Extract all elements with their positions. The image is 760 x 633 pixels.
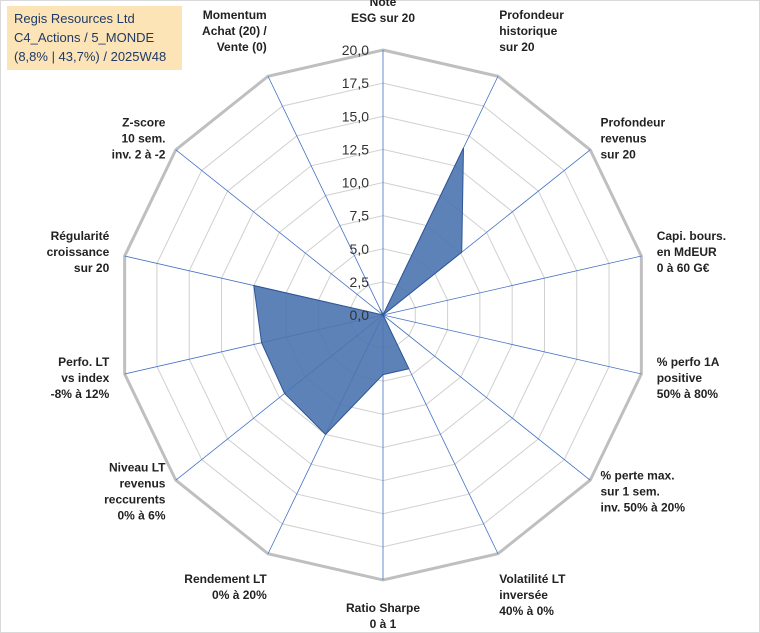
axis-spoke bbox=[382, 255, 642, 316]
axis-label: Capi. bours. en MdEUR 0 à 60 G€ bbox=[657, 229, 726, 275]
axis-label: % perte max. sur 1 sem. inv. 50% à 20% bbox=[601, 468, 686, 514]
axis-label: Profondeur revenus sur 20 bbox=[601, 116, 666, 162]
portfolio-path: C4_Actions / 5_MONDE bbox=[14, 30, 155, 45]
tick-label: 7,5 bbox=[350, 208, 370, 224]
axis-label: Régularité croissance sur 20 bbox=[47, 229, 110, 275]
axis-label: Note ESG sur 20 bbox=[351, 0, 415, 25]
axis-spoke bbox=[382, 314, 591, 481]
tick-label: 15,0 bbox=[342, 108, 369, 124]
tick-label: 0,0 bbox=[350, 307, 370, 323]
tick-label: 12,5 bbox=[342, 141, 369, 157]
axis-label: % perfo 1A positive 50% à 80% bbox=[657, 355, 720, 401]
axis-label: Z-score 10 sem. inv. 2 à -2 bbox=[112, 116, 166, 162]
series-area bbox=[253, 147, 464, 436]
axis-label: Profondeur historique sur 20 bbox=[499, 8, 564, 54]
axis-label: Niveau LT revenus reccurents 0% à 6% bbox=[104, 460, 166, 522]
tick-label: 5,0 bbox=[350, 241, 370, 257]
radar-tick-labels: 0,0 2,5 5,0 7,5 10,0 12,5 15,0 17,5 20,0 bbox=[342, 42, 369, 323]
axis-label: Momentum Achat (20) / Vente (0) bbox=[202, 8, 267, 54]
axis-spoke bbox=[267, 76, 384, 316]
axis-label: Perfo. LT vs index -8% à 12% bbox=[51, 355, 110, 401]
radar-series bbox=[253, 147, 464, 436]
tick-label: 20,0 bbox=[342, 42, 369, 58]
company-name: Regis Resources Ltd bbox=[14, 11, 135, 26]
score-period: (8,8% | 43,7%) / 2025W48 bbox=[14, 49, 167, 64]
axis-label: Ratio Sharpe 0 à 1 bbox=[346, 601, 420, 631]
tick-label: 2,5 bbox=[350, 274, 370, 290]
chart-title-box: Regis Resources Ltd C4_Actions / 5_MONDE… bbox=[7, 6, 182, 70]
axis-spoke bbox=[175, 149, 384, 316]
tick-label: 17,5 bbox=[342, 75, 369, 91]
axis-label: Rendement LT 0% à 20% bbox=[184, 572, 267, 602]
radar-axis-labels: Note ESG sur 20 Profondeur historique sur 20… bbox=[47, 0, 726, 631]
axis-spoke bbox=[382, 314, 642, 375]
axis-label: Volatilité LT inversée 40% à 0% bbox=[499, 572, 566, 618]
tick-label: 10,0 bbox=[342, 175, 369, 191]
